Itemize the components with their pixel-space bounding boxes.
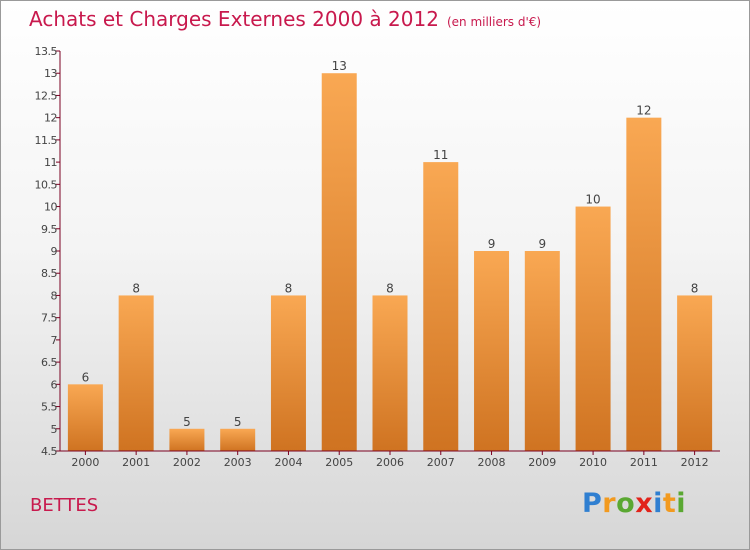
- y-tick-label: 13: [44, 67, 57, 80]
- bar-value-label: 10: [585, 193, 600, 207]
- y-tick-label: 10.5: [35, 178, 58, 191]
- x-tick-label: 2003: [224, 456, 252, 469]
- y-tick-label: 13.5: [35, 45, 58, 58]
- y-tick-label: 12.5: [35, 89, 58, 102]
- y-tick-label: 9.5: [41, 223, 57, 236]
- bar-2004: [270, 295, 306, 451]
- bar-2009: [524, 251, 560, 451]
- commune-name: BETTES: [30, 495, 99, 516]
- bar-2003: [220, 428, 256, 451]
- y-tick-label: 11.5: [35, 134, 58, 147]
- logo-letter: o: [616, 488, 636, 519]
- bar-value-label: 8: [285, 281, 293, 295]
- bar-2001: [118, 295, 154, 451]
- y-tick-label: 6.5: [41, 356, 57, 369]
- bar-2012: [677, 295, 713, 451]
- x-tick-label: 2012: [681, 456, 709, 469]
- logo-letter: t: [662, 488, 677, 519]
- y-tick-label: 8.5: [41, 267, 57, 280]
- x-tick-label: 2007: [427, 456, 455, 469]
- x-tick-label: 2000: [71, 456, 99, 469]
- y-tick-label: 11: [44, 156, 57, 169]
- title-unit: (en milliers d'€): [446, 15, 542, 29]
- y-tick-label: 5: [51, 423, 58, 436]
- y-tick-label: 7: [51, 334, 58, 347]
- bar-2006: [372, 295, 408, 451]
- bar-value-label: 5: [234, 415, 242, 429]
- bar-2011: [626, 117, 662, 452]
- y-tick-label: 10: [44, 201, 57, 214]
- title-main: Achats et Charges Externes 2000 à 2012: [29, 7, 439, 31]
- bar-value-label: 8: [132, 281, 140, 295]
- logo-letter: i: [676, 488, 687, 519]
- x-tick-label: 2008: [478, 456, 506, 469]
- x-tick-label: 2006: [376, 456, 404, 469]
- chart-title: Achats et Charges Externes 2000 à 2012 (e…: [29, 7, 541, 31]
- bar-value-label: 9: [538, 237, 546, 251]
- bar-value-label: 11: [433, 148, 448, 162]
- bar-value-label: 5: [183, 415, 191, 429]
- bar-value-label: 6: [82, 370, 90, 384]
- bar-value-label: 13: [332, 59, 347, 73]
- x-tick-label: 2002: [173, 456, 201, 469]
- y-tick-label: 12: [44, 112, 57, 125]
- y-tick-label: 7.5: [41, 312, 57, 325]
- x-tick-label: 2001: [122, 456, 150, 469]
- proxiti-logo: Proxiti: [582, 488, 686, 519]
- bar-2008: [474, 251, 510, 451]
- y-tick-label: 4.5: [41, 445, 57, 458]
- x-tick-label: 2005: [325, 456, 353, 469]
- y-tick-label: 9: [51, 245, 58, 258]
- bar-value-label: 9: [488, 237, 496, 251]
- logo-letter: P: [582, 488, 603, 519]
- x-tick-label: 2010: [579, 456, 607, 469]
- x-tick-label: 2009: [528, 456, 556, 469]
- x-tick-label: 2004: [274, 456, 302, 469]
- bar-2010: [575, 206, 611, 451]
- y-tick-label: 8: [51, 289, 58, 302]
- bar-2007: [423, 162, 459, 451]
- y-tick-label: 5.5: [41, 401, 57, 414]
- logo-letter: x: [635, 488, 654, 519]
- logo-letter: i: [653, 488, 663, 519]
- bar-2002: [169, 428, 205, 451]
- bar-value-label: 8: [691, 281, 699, 295]
- logo-letter: r: [602, 488, 617, 519]
- bar-2000: [67, 384, 103, 451]
- x-tick-label: 2011: [630, 456, 658, 469]
- bar-value-label: 8: [386, 281, 394, 295]
- bar-value-label: 12: [636, 104, 651, 118]
- bar-2005: [321, 73, 357, 451]
- y-tick-label: 6: [51, 378, 58, 391]
